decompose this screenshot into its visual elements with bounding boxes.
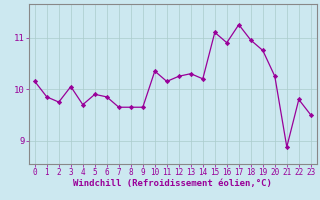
X-axis label: Windchill (Refroidissement éolien,°C): Windchill (Refroidissement éolien,°C) — [73, 179, 272, 188]
